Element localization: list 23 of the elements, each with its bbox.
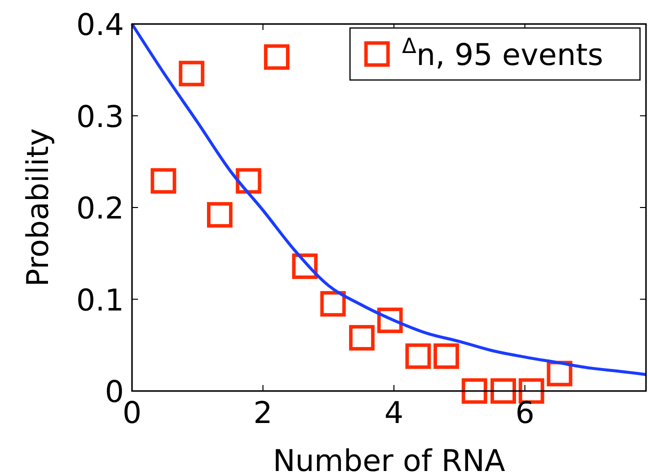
- x-tick-label: 4: [384, 396, 404, 431]
- point: [462, 378, 488, 404]
- x-axis-title: Number of RNA: [272, 444, 506, 475]
- x-tick-label: 6: [515, 396, 534, 431]
- y-tick-label: 0.4: [76, 8, 124, 43]
- legend-label: $^{Δ}$n, 95 events: [402, 34, 604, 73]
- point: [178, 60, 204, 86]
- point: [150, 168, 176, 194]
- y-axis-title: Probability: [21, 128, 56, 287]
- point: [320, 291, 346, 317]
- line-series: [130, 22, 648, 376]
- x-tick-label: 2: [253, 396, 272, 431]
- point: [349, 325, 375, 351]
- point: [292, 253, 318, 279]
- y-tick-label: 0.2: [76, 192, 124, 226]
- point: [377, 308, 403, 334]
- point: [490, 378, 516, 404]
- point: [264, 44, 290, 70]
- point: [206, 202, 232, 228]
- point: [434, 343, 460, 369]
- y-tick-label: 0.3: [76, 100, 124, 135]
- point: [405, 343, 431, 369]
- y-tick-label: 0.1: [76, 283, 124, 318]
